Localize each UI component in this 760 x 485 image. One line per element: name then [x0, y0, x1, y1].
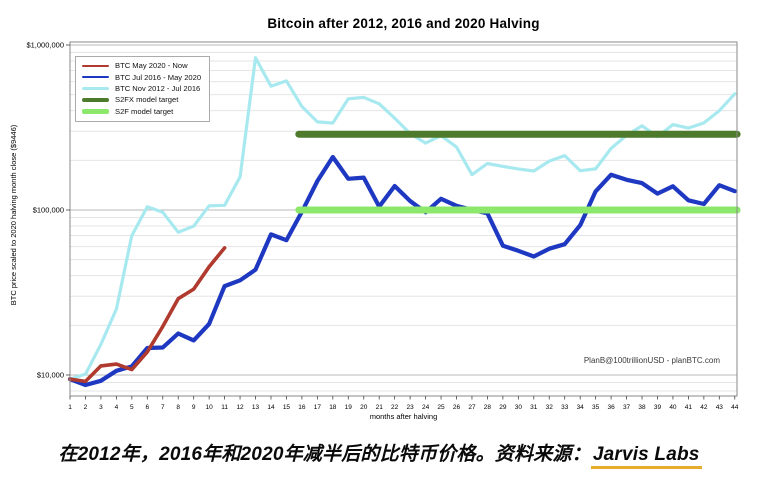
x-tick-label: 2	[84, 404, 88, 411]
x-tick-label: 39	[654, 404, 662, 411]
x-tick-label: 42	[700, 404, 708, 411]
legend-label: S2F model target	[115, 106, 174, 116]
x-tick-label: 9	[192, 404, 196, 411]
x-tick-label: 1	[68, 404, 72, 411]
source-link[interactable]: Jarvis Labs	[590, 444, 702, 469]
x-tick-label: 43	[716, 404, 724, 411]
chart-title: Bitcoin after 2012, 2016 and 2020 Halvin…	[267, 16, 540, 31]
x-tick-label: 32	[546, 404, 554, 411]
x-tick-label: 16	[298, 404, 306, 411]
caption-text: 在2012年，2016年和2020年减半后的比特币价格。资料来源：	[58, 444, 591, 465]
x-tick-label: 27	[468, 404, 476, 411]
legend-item: BTC Jul 2016 - May 2020	[82, 71, 201, 82]
legend-item: S2FX model target	[82, 94, 201, 105]
x-tick-label: 20	[360, 404, 368, 411]
x-tick-label: 18	[329, 404, 337, 411]
legend-swatch-btc-jul-2016-may-2020	[82, 75, 109, 79]
y-tick-label: $1,000,000	[26, 41, 64, 50]
legend-label: BTC Jul 2016 - May 2020	[115, 72, 202, 82]
x-tick-label: 3	[99, 404, 103, 411]
x-tick-label: 25	[437, 404, 445, 411]
x-tick-label: 26	[453, 404, 461, 411]
x-tick-label: 40	[669, 404, 677, 411]
y-tick-label: $100,000	[33, 206, 64, 215]
x-tick-label: 24	[422, 404, 430, 411]
x-tick-label: 21	[376, 404, 384, 411]
x-tick-label: 22	[391, 404, 399, 411]
x-tick-label: 19	[345, 404, 353, 411]
x-tick-label: 38	[638, 404, 646, 411]
x-tick-label: 44	[731, 404, 739, 411]
x-tick-label: 23	[407, 404, 415, 411]
y-axis-label: BTC price scaled to 2020 halving month c…	[9, 124, 18, 306]
x-tick-label: 7	[161, 404, 165, 411]
x-tick-label: 13	[252, 404, 260, 411]
legend-swatch-btc-may-2020-now	[82, 64, 109, 67]
x-tick-label: 31	[530, 404, 538, 411]
x-tick-label: 14	[267, 404, 275, 411]
x-tick-label: 12	[236, 404, 244, 411]
x-tick-label: 4	[115, 404, 119, 411]
series-line-btc-may-2020-now	[68, 246, 227, 384]
x-tick-label: 5	[130, 404, 134, 411]
legend-swatch-s2fx-model-target	[82, 97, 109, 103]
legend-swatch-s2f-model-target	[82, 109, 109, 114]
x-tick-label: 8	[176, 404, 180, 411]
legend-item: S2F model target	[82, 106, 201, 117]
y-tick-label: $10,000	[37, 371, 64, 380]
x-tick-label: 10	[206, 404, 214, 411]
legend-label: BTC May 2020 - Now	[115, 61, 188, 71]
legend-label: BTC Nov 2012 - Jul 2016	[115, 83, 201, 93]
x-tick-label: 30	[515, 404, 523, 411]
x-tick-label: 15	[283, 404, 291, 411]
x-tick-label: 33	[561, 404, 569, 411]
x-tick-label: 11	[221, 404, 228, 411]
chart-legend: BTC May 2020 - Now BTC Jul 2016 - May 202…	[75, 56, 211, 122]
x-tick-label: 28	[484, 404, 492, 411]
watermark-text: PlanB@100trillionUSD - planBTC.com	[583, 356, 720, 365]
x-tick-label: 6	[145, 404, 149, 411]
x-tick-label: 35	[592, 404, 600, 411]
x-tick-label: 41	[685, 404, 693, 411]
x-tick-label: 36	[607, 404, 615, 411]
legend-label: S2FX model target	[115, 95, 179, 105]
legend-item: BTC Nov 2012 - Jul 2016	[82, 83, 201, 94]
x-axis-label: months after halving	[369, 412, 438, 421]
series-line-btc-jul-2016-may-2020	[67, 154, 737, 388]
legend-swatch-btc-nov-2012-jul-2016	[82, 87, 109, 90]
plot-border	[69, 41, 738, 397]
x-tick-label: 29	[499, 404, 507, 411]
x-tick-label: 37	[623, 404, 631, 411]
image-caption: 在2012年，2016年和2020年减半后的比特币价格。资料来源： Jarvis …	[0, 439, 760, 469]
legend-item: BTC May 2020 - Now	[82, 60, 201, 71]
x-tick-label: 34	[577, 404, 585, 411]
x-tick-label: 17	[314, 404, 322, 411]
